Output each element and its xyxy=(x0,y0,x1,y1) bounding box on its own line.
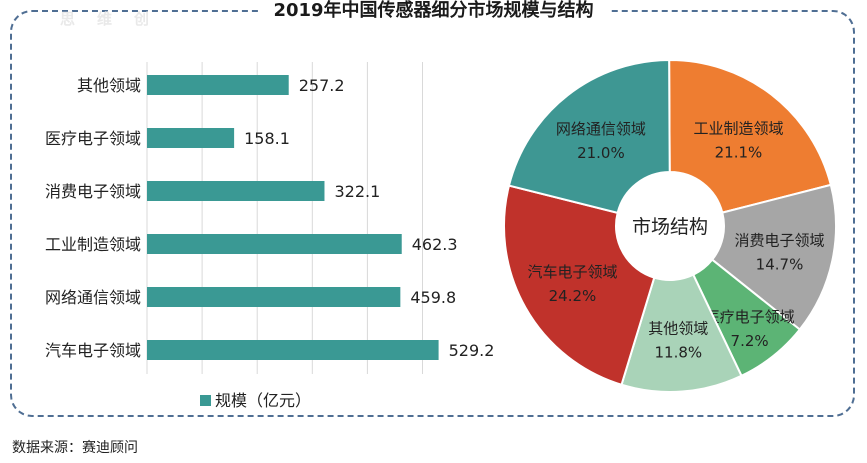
bar-value-label: 462.3 xyxy=(412,235,458,254)
legend-swatch xyxy=(200,395,211,406)
slice-label: 其他领域 xyxy=(648,320,708,338)
bar xyxy=(147,75,289,95)
bar-value-label: 158.1 xyxy=(244,129,290,148)
slice-value-label: 21.1% xyxy=(715,143,763,161)
bar xyxy=(147,340,439,360)
donut-slice xyxy=(507,58,671,215)
slice-label: 汽车电子领域 xyxy=(527,263,617,281)
slice-value-label: 21.0% xyxy=(577,144,625,162)
category-label: 网络通信领域 xyxy=(45,288,141,307)
legend-label: 规模（亿元） xyxy=(215,391,311,410)
chart-title: 2019年中国传感器细分市场规模与结构 xyxy=(0,0,867,22)
slice-label: 网络通信领域 xyxy=(556,120,646,138)
bar-value-label: 529.2 xyxy=(449,341,495,360)
slice-label: 消费电子领域 xyxy=(734,232,824,250)
bar-value-label: 459.8 xyxy=(410,288,456,307)
bar-value-label: 322.1 xyxy=(334,182,380,201)
bar-chart: 其他领域 257.2 医疗电子领域 158.1 消费电子领域 322.1 工业制造领域 462… xyxy=(45,62,494,410)
bar xyxy=(147,287,401,307)
data-source-note: 数据来源：赛迪顾问 xyxy=(12,440,138,456)
donut-slice xyxy=(503,184,656,387)
watermark: 思维创 xyxy=(60,10,172,28)
category-label: 其他领域 xyxy=(77,76,141,95)
donut-chart: 工业制造领域 21.1% 消费电子领域 14.7% 医疗电子领域 7.2% 其他领域 11.8… xyxy=(503,58,837,393)
bar xyxy=(147,181,325,201)
slice-value-label: 14.7% xyxy=(756,256,804,274)
slice-label: 医疗电子领域 xyxy=(705,308,795,326)
bar xyxy=(147,128,235,148)
slice-value-label: 7.2% xyxy=(731,332,769,350)
slice-label: 工业制造领域 xyxy=(693,119,783,137)
donut-slice xyxy=(620,273,743,393)
category-label: 医疗电子领域 xyxy=(45,129,141,148)
category-label: 汽车电子领域 xyxy=(45,341,141,360)
category-label: 工业制造领域 xyxy=(45,235,141,254)
donut-slice xyxy=(710,183,837,331)
bar-value-label: 257.2 xyxy=(299,76,345,95)
donut-center-label: 市场结构 xyxy=(632,216,708,238)
slice-value-label: 24.2% xyxy=(549,287,597,305)
slice-value-label: 11.8% xyxy=(654,344,702,362)
donut-slice xyxy=(668,59,833,214)
category-label: 消费电子领域 xyxy=(45,182,141,201)
bar xyxy=(147,234,402,254)
